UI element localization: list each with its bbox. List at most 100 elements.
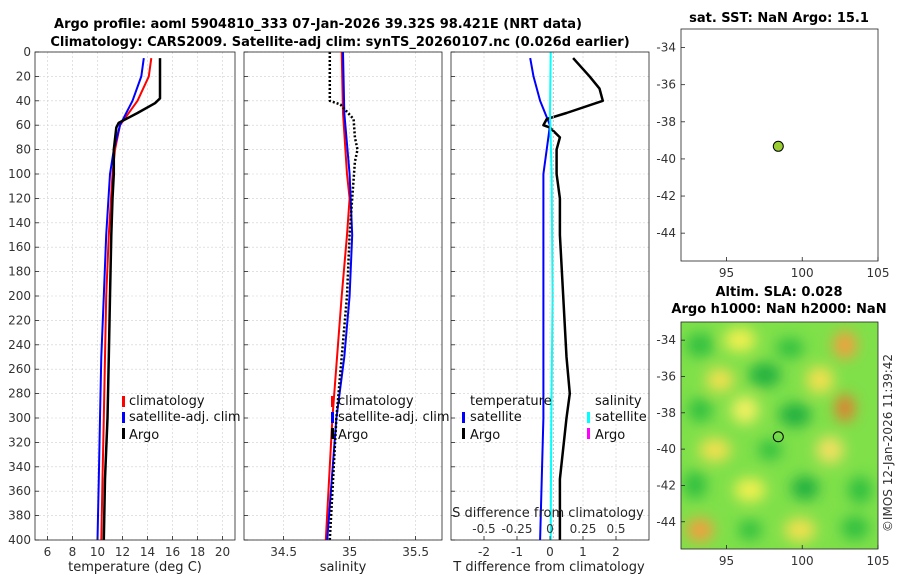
x-tick-label: 35.5	[402, 545, 429, 559]
top-tick-label: 0.25	[570, 522, 597, 536]
y-tick-label: -44	[656, 515, 676, 529]
legend-title-salinity: salinity	[595, 394, 642, 409]
y-tick-label: 100	[8, 167, 31, 181]
legend-title-temperature: temperature	[470, 394, 552, 409]
series-line-climatology	[100, 57, 153, 541]
series-line-satellite-adj-clim	[96, 57, 145, 541]
difference-top-label: S difference from climatology	[452, 506, 644, 521]
y-tick-label: 300	[8, 411, 31, 425]
difference-axes-frame	[450, 51, 650, 541]
y-tick-label: -34	[656, 41, 676, 55]
y-tick-label: 360	[8, 484, 31, 498]
sla-map-title-line2: Argo h1000: NaN h2000: NaN	[671, 302, 886, 317]
x-tick-label: 14	[140, 545, 155, 559]
figure-title-line1: Argo profile: aoml 5904810_333 07-Jan-20…	[54, 17, 582, 32]
temperature-legend: climatology satellite-adj. clim Argo	[122, 394, 241, 443]
x-tick-label: 105	[867, 554, 890, 568]
difference-xlabel: T difference from climatology	[452, 560, 645, 575]
y-tick-label: -34	[656, 333, 676, 347]
legend-label-satellite: satellite-adj. clim	[129, 410, 241, 425]
y-tick-label: -40	[656, 152, 676, 166]
y-tick-label: -36	[656, 78, 676, 92]
top-tick-label: 0.5	[606, 522, 625, 536]
series-line-argo	[328, 52, 359, 541]
x-tick-label: 10	[90, 545, 105, 559]
y-tick-label: -42	[656, 478, 676, 492]
x-tick-label: 35	[342, 545, 357, 559]
y-tick-label: 180	[8, 265, 31, 279]
temperature-panel: 0 20 40 60 80 100 120 140 160 180 200 220 240 260 280 3…	[8, 45, 241, 575]
figure-title-line2: Climatology: CARS2009. Satellite-adj cli…	[50, 35, 629, 50]
x-tick-label: 18	[190, 545, 205, 559]
sst-map-frame	[680, 28, 879, 262]
y-tick-label: 400	[8, 533, 31, 547]
legend-swatch-climatology	[331, 396, 334, 407]
imos-watermark: ©IMOS 12-Jan-2026 11:39:42	[881, 354, 895, 532]
top-tick-label: 0	[546, 522, 554, 536]
y-tick-label: 120	[8, 191, 31, 205]
sla-heatmap-field	[681, 322, 878, 549]
sst-map-title: sat. SST: NaN Argo: 15.1	[689, 11, 869, 26]
legend-swatch-argo	[331, 428, 334, 439]
legend-swatch-temp-argo	[462, 428, 465, 439]
y-tick-label: -38	[656, 406, 676, 420]
y-tick-label: 40	[16, 94, 31, 108]
legend-label-sal-satellite: satellite	[595, 410, 647, 425]
y-tick-label: -36	[656, 369, 676, 383]
temperature-xlabel: temperature (deg C)	[68, 560, 202, 575]
y-tick-label: 0	[23, 45, 31, 59]
legend-label-climatology: climatology	[338, 394, 414, 409]
y-tick-label: 320	[8, 435, 31, 449]
legend-swatch-argo	[122, 428, 125, 439]
legend-label-climatology: climatology	[129, 394, 205, 409]
y-tick-label: -40	[656, 442, 676, 456]
x-tick-label: 100	[791, 554, 814, 568]
y-tick-label: 140	[8, 216, 31, 230]
difference-panel: -2 -1 0 1 2 T difference from climatology S …	[450, 51, 650, 575]
y-tick-label: 280	[8, 387, 31, 401]
series-line-temperature-satellite	[529, 57, 551, 541]
series-line-salinity-satellite	[549, 51, 554, 541]
x-tick-label: 105	[867, 266, 890, 280]
x-tick-label: 95	[719, 554, 734, 568]
y-tick-label: 240	[8, 338, 31, 352]
salinity-axes-frame	[243, 51, 443, 541]
x-tick-label: 34.5	[270, 545, 297, 559]
x-tick-label: 20	[215, 545, 230, 559]
argo-location-marker	[772, 140, 784, 152]
legend-label-satellite: satellite-adj. clim	[338, 410, 450, 425]
y-tick-label: 20	[16, 69, 31, 83]
y-tick-label: 200	[8, 289, 31, 303]
legend-label-sal-argo: Argo	[595, 428, 625, 443]
y-tick-label: -42	[656, 189, 676, 203]
y-tick-label: 160	[8, 240, 31, 254]
x-tick-label: 100	[791, 266, 814, 280]
sla-map-panel: Altim. SLA: 0.028 Argo h1000: NaN h2000:…	[656, 285, 889, 568]
y-tick-label: 260	[8, 362, 31, 376]
x-tick-label: -1	[511, 545, 523, 559]
x-tick-label: 16	[165, 545, 180, 559]
y-tick-label: 380	[8, 509, 31, 523]
y-tick-label: 80	[16, 143, 31, 157]
x-tick-label: 6	[44, 545, 52, 559]
legend-label-temp-satellite: satellite	[470, 410, 522, 425]
x-tick-label: 0	[546, 545, 554, 559]
y-tick-label: -44	[656, 226, 676, 240]
sla-map-frame	[680, 321, 879, 550]
argo-location-marker	[772, 431, 784, 443]
y-tick-label: 220	[8, 313, 31, 327]
legend-label-temp-argo: Argo	[470, 428, 500, 443]
legend-swatch-sal-argo	[587, 428, 590, 439]
temperature-axes-frame	[34, 51, 236, 541]
x-tick-label: 8	[69, 545, 77, 559]
y-tick-label: 60	[16, 118, 31, 132]
top-tick-label: -0.25	[501, 522, 532, 536]
salinity-legend: climatology satellite-adj. clim Argo	[331, 394, 450, 443]
salinity-panel: 34.5 35 35.5 salinity climatology satellit…	[243, 51, 450, 575]
series-line-argo	[102, 58, 162, 541]
x-tick-label: 2	[612, 545, 620, 559]
sla-map-title-line1: Altim. SLA: 0.028	[716, 285, 843, 300]
x-tick-label: 12	[115, 545, 130, 559]
sst-map-panel: sat. SST: NaN Argo: 15.1 95 100 105 -34 -36 -…	[656, 11, 889, 280]
y-tick-label: -38	[656, 115, 676, 129]
